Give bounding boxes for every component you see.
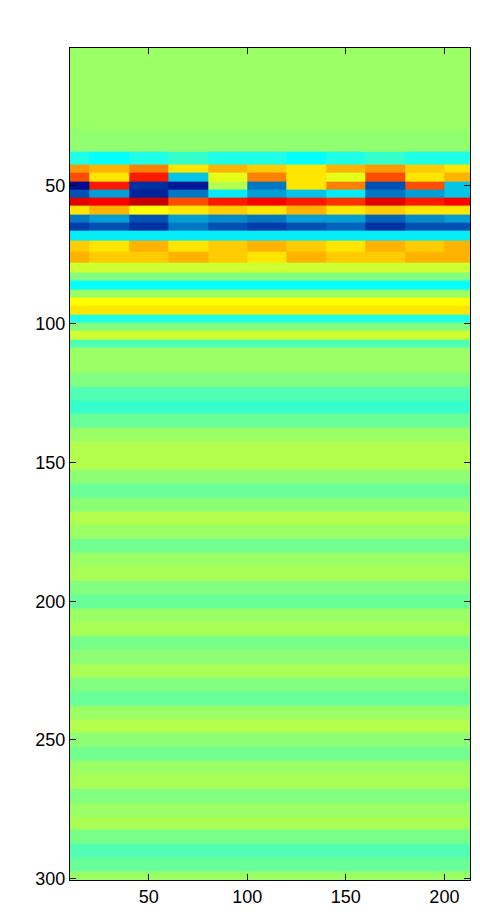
svg-text:100: 100 [35,314,65,334]
svg-text:300: 300 [35,869,65,889]
svg-text:100: 100 [232,887,262,907]
svg-text:150: 150 [331,887,361,907]
svg-text:200: 200 [429,887,459,907]
svg-text:50: 50 [45,176,65,196]
svg-text:50: 50 [139,887,159,907]
svg-text:250: 250 [35,730,65,750]
svg-text:200: 200 [35,592,65,612]
svg-text:150: 150 [35,453,65,473]
